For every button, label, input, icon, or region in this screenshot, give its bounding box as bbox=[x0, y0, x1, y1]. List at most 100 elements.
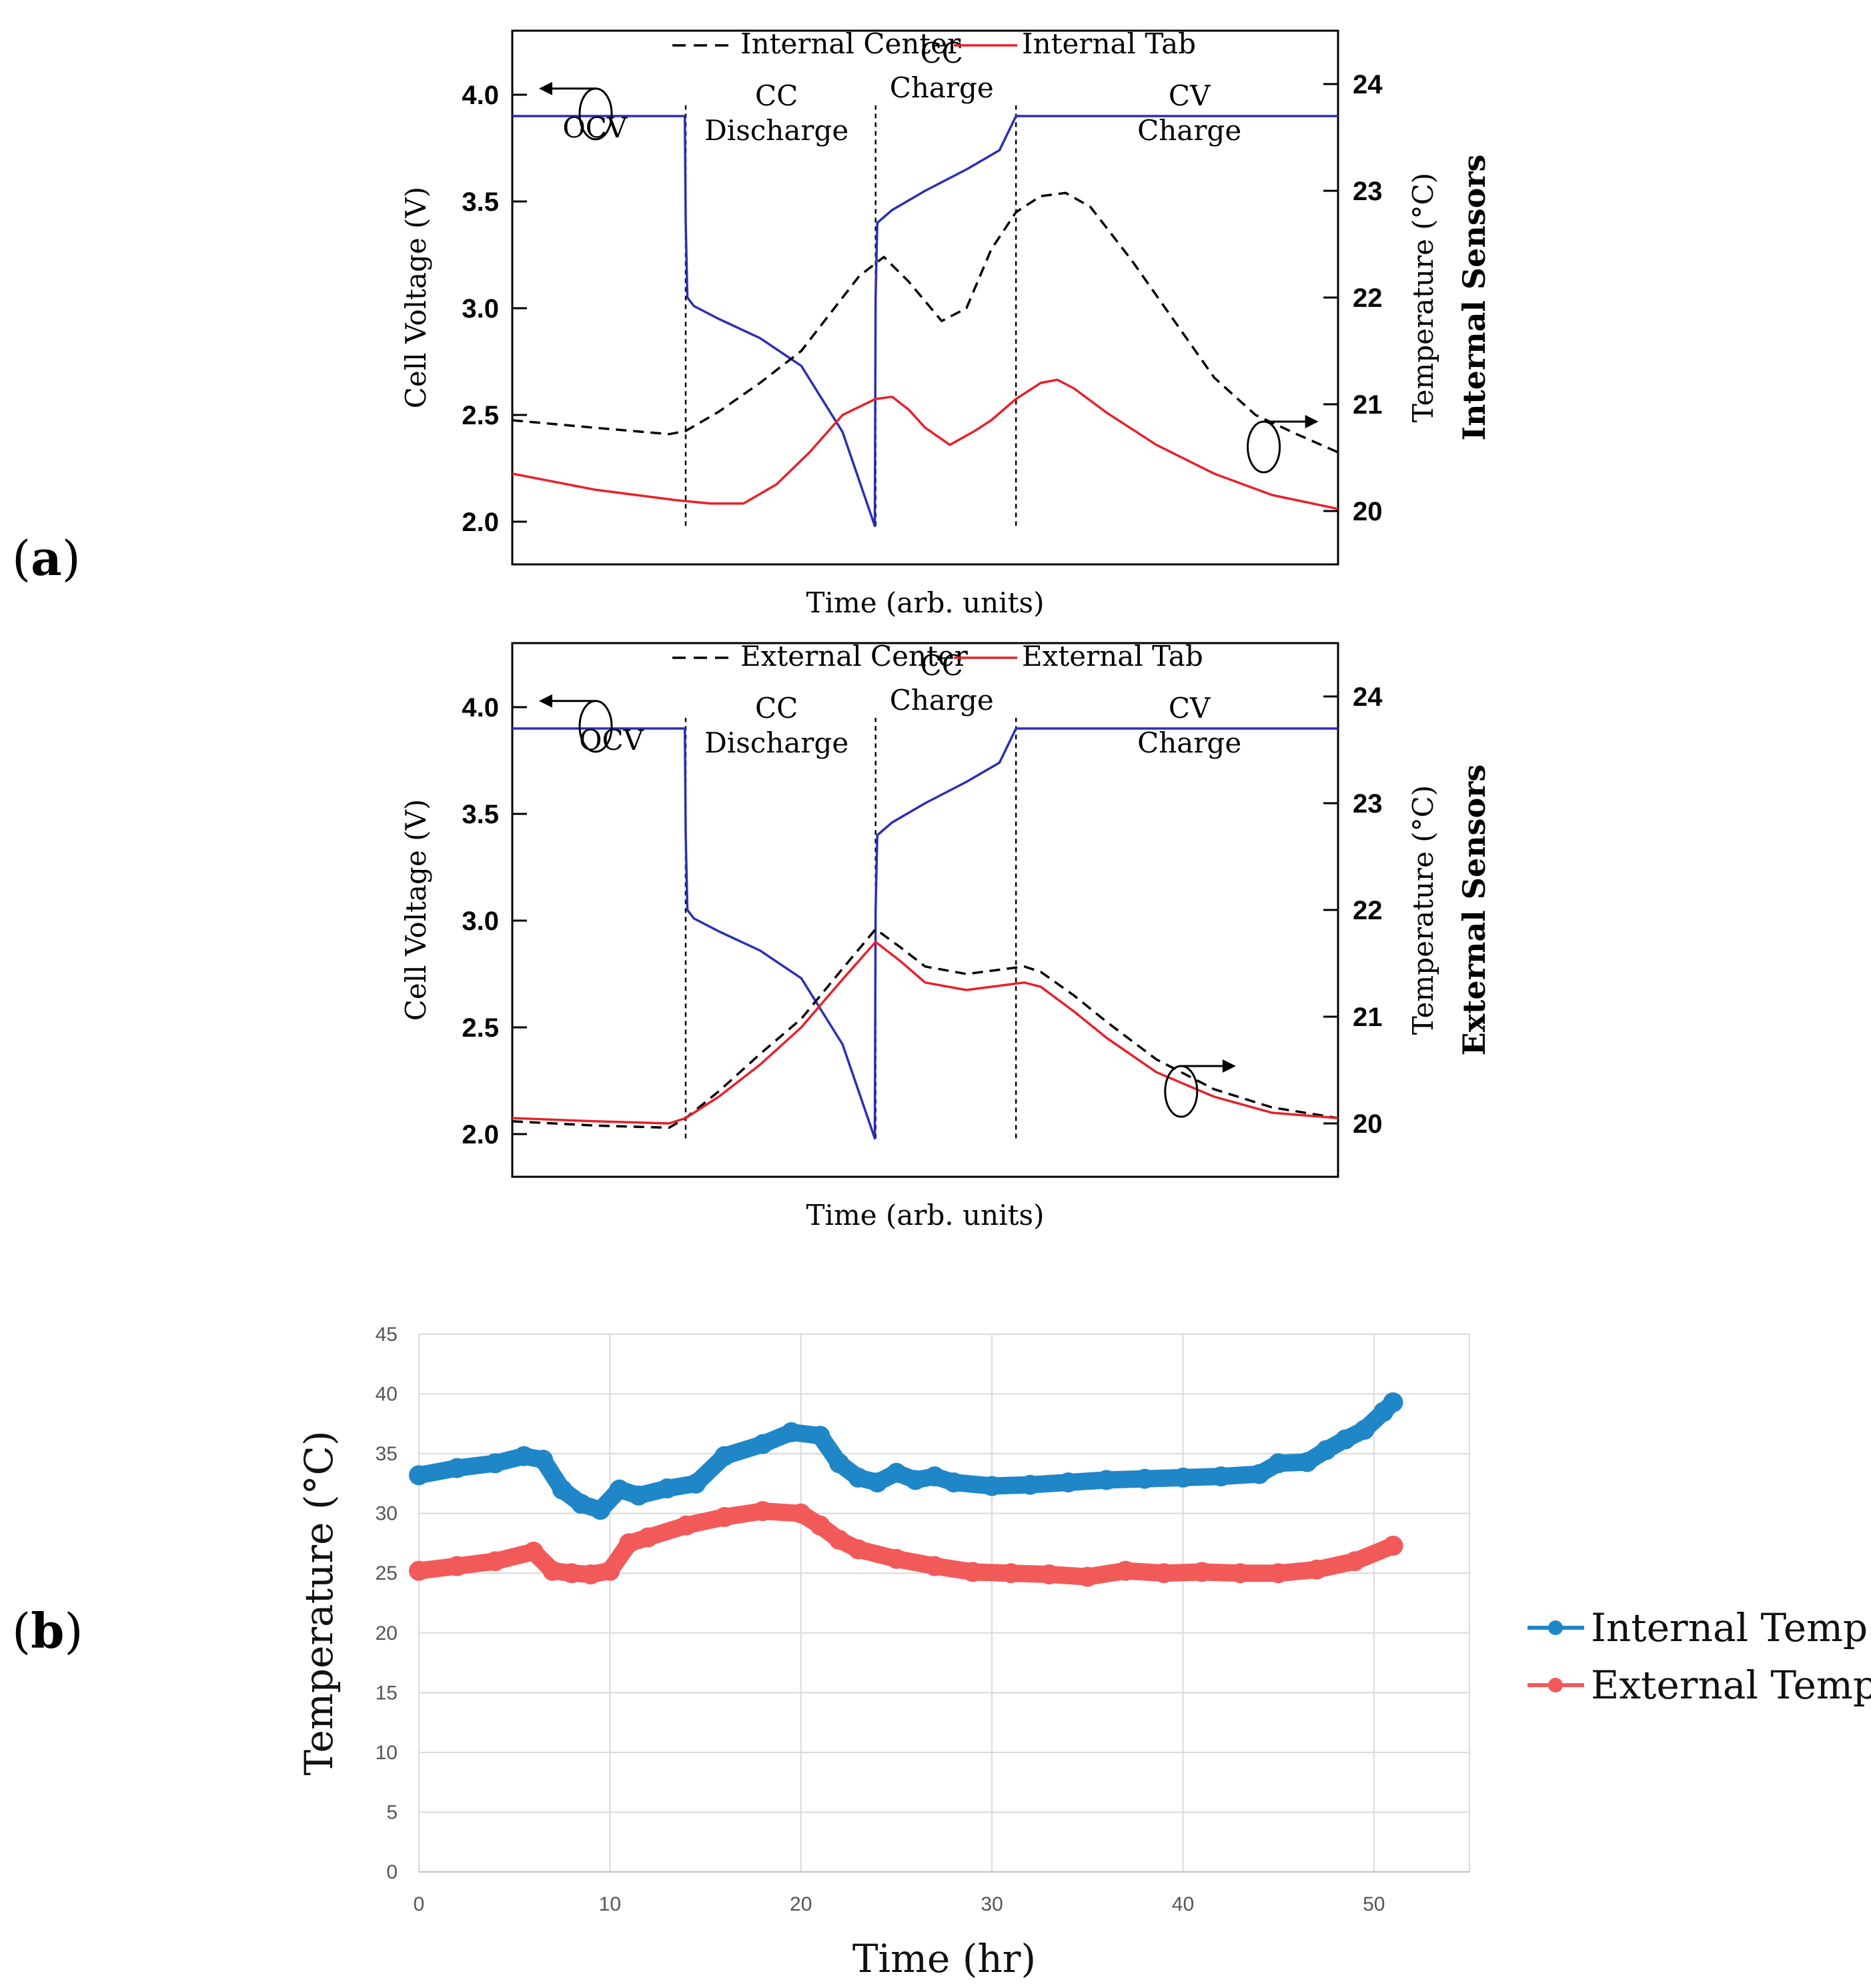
left-tick-label-0: 2.0 bbox=[462, 508, 499, 537]
data-point-internal-temp--7 bbox=[590, 1500, 610, 1520]
series-line-internal-tab bbox=[512, 378, 1339, 510]
legend-label-0: Internal Center bbox=[740, 27, 961, 60]
data-point-internal-temp--19 bbox=[886, 1462, 906, 1483]
left-tick-label-2: 3.0 bbox=[462, 294, 499, 324]
right-tick-label-2: 22 bbox=[1353, 284, 1383, 313]
data-point-external-temp--7 bbox=[600, 1560, 620, 1581]
y-tick-label-2: 10 bbox=[376, 1742, 398, 1764]
data-point-internal-temp--0 bbox=[409, 1465, 429, 1486]
y-tick-label-0: 0 bbox=[386, 1861, 398, 1883]
data-point-external-temp--20 bbox=[1001, 1563, 1021, 1584]
data-point-internal-temp--27 bbox=[1135, 1468, 1155, 1489]
data-point-internal-temp--9 bbox=[628, 1485, 649, 1506]
chart-external-sensors: 2.02.53.03.54.02021222324OCVCCDischargeC… bbox=[400, 640, 1492, 1231]
data-point-external-temp--26 bbox=[1230, 1563, 1251, 1584]
data-point-external-temp--21 bbox=[1039, 1564, 1059, 1584]
chart-internal-sensors: 2.02.53.03.54.02021222324OCVCCDischargeC… bbox=[400, 27, 1492, 619]
right-tick-label-1: 21 bbox=[1353, 1003, 1383, 1032]
left-tick-label-3: 3.5 bbox=[462, 800, 499, 829]
data-point-internal-temp--8 bbox=[609, 1479, 630, 1500]
region-label-3-1: Charge bbox=[1137, 726, 1241, 759]
right-tick-label-1: 21 bbox=[1353, 390, 1383, 420]
data-point-internal-temp--26 bbox=[1096, 1470, 1117, 1490]
legend: External Center External Tab bbox=[672, 640, 1203, 672]
x-tick-label-5: 50 bbox=[1363, 1893, 1385, 1915]
legend-label-1: External Tab bbox=[1022, 640, 1203, 672]
y-axis-title: Temperature (°C) bbox=[296, 1430, 342, 1775]
data-point-external-temp--2 bbox=[485, 1551, 506, 1572]
region-label-3-0: CV bbox=[1169, 692, 1211, 724]
data-point-internal-temp--25 bbox=[1058, 1472, 1079, 1493]
left-tick-label-4: 4.0 bbox=[462, 81, 499, 110]
legend-label-1: External Temp. bbox=[1591, 1662, 1871, 1708]
data-point-external-temp--1 bbox=[447, 1556, 468, 1576]
series-line-cell-voltage bbox=[512, 115, 1338, 528]
chart-temperature-vs-time: 0 5 10 15 20 25 30 35 40 45 0 10 20 30 40 50 Time (hr) Te… bbox=[296, 1324, 1871, 1981]
x-tick-label-4: 40 bbox=[1172, 1893, 1194, 1915]
left-tick-label-2: 3.0 bbox=[462, 907, 499, 936]
right-tick-label-4: 24 bbox=[1353, 682, 1383, 712]
y-tick-label-8: 40 bbox=[376, 1384, 398, 1406]
x-tick-label-1: 10 bbox=[599, 1893, 621, 1915]
legend-swatch-marker-1 bbox=[1548, 1678, 1563, 1692]
data-point-external-temp--9 bbox=[638, 1527, 658, 1548]
left-tick-label-4: 4.0 bbox=[462, 693, 499, 722]
panel-label-b: (b) bbox=[12, 1602, 83, 1659]
temperature-indicator-arrowhead bbox=[1222, 1059, 1236, 1073]
legend-label-1: Internal Tab bbox=[1022, 27, 1196, 60]
data-point-internal-temp--13 bbox=[752, 1434, 773, 1454]
y-left-axis-title: Cell Voltage (V) bbox=[400, 187, 432, 409]
panel-label-b-letter: b bbox=[31, 1602, 64, 1659]
data-point-internal-temp--37 bbox=[1383, 1392, 1403, 1413]
left-tick-label-1: 2.5 bbox=[462, 401, 499, 430]
voltage-indicator-arrowhead bbox=[539, 694, 552, 708]
data-point-external-temp--16 bbox=[848, 1539, 868, 1560]
legend-label-0: External Center bbox=[740, 640, 969, 672]
legend-label-0: Internal Temp. bbox=[1591, 1605, 1871, 1650]
right-tick-label-2: 22 bbox=[1353, 896, 1383, 925]
left-tick-label-1: 2.5 bbox=[462, 1013, 499, 1043]
region-label-2-0: CC bbox=[920, 37, 963, 69]
panel-label-a-letter: a bbox=[31, 530, 62, 586]
y-tick-label-7: 35 bbox=[376, 1443, 398, 1465]
data-point-external-temp--0 bbox=[409, 1560, 429, 1581]
voltage-axis-indicator bbox=[539, 81, 613, 141]
data-point-internal-temp--6 bbox=[571, 1494, 592, 1514]
y-left-axis-title: Cell Voltage (V) bbox=[400, 799, 432, 1021]
data-point-internal-temp--16 bbox=[829, 1453, 849, 1474]
data-point-internal-temp--35 bbox=[1354, 1420, 1375, 1440]
data-point-internal-temp--31 bbox=[1268, 1453, 1289, 1474]
temperature-axis-indicator bbox=[1247, 415, 1319, 474]
y-tick-label-5: 25 bbox=[376, 1562, 398, 1584]
data-point-external-temp--22 bbox=[1077, 1566, 1098, 1587]
temperature-indicator-arrowhead bbox=[1305, 415, 1319, 428]
data-point-internal-temp--12 bbox=[714, 1446, 735, 1466]
data-point-external-temp--28 bbox=[1306, 1559, 1327, 1580]
left-tick-label-3: 3.5 bbox=[462, 187, 499, 217]
data-point-external-temp--8 bbox=[619, 1533, 639, 1554]
data-point-internal-temp--21 bbox=[924, 1466, 945, 1487]
y-tick-label-4: 20 bbox=[376, 1622, 398, 1644]
right-tick-label-3: 23 bbox=[1353, 789, 1383, 819]
data-point-external-temp--15 bbox=[829, 1530, 849, 1550]
data-point-external-temp--11 bbox=[714, 1507, 735, 1527]
data-point-external-temp--27 bbox=[1268, 1563, 1289, 1584]
plot-frame bbox=[511, 29, 1339, 566]
right-tick-label-4: 24 bbox=[1353, 70, 1383, 99]
region-label-1-0: CC bbox=[755, 692, 798, 724]
left-tick-label-0: 2.0 bbox=[462, 1120, 499, 1149]
panel-label-a: (a) bbox=[12, 530, 81, 586]
data-point-external-temp--3 bbox=[523, 1542, 544, 1562]
x-axis-title: Time (hr) bbox=[852, 1936, 1036, 1981]
data-point-internal-temp--14 bbox=[781, 1422, 802, 1442]
side-title: External Sensors bbox=[1456, 765, 1492, 1056]
data-point-external-temp--17 bbox=[886, 1548, 906, 1569]
series-line-internal-center bbox=[512, 191, 1339, 454]
region-label-2-1: Charge bbox=[890, 684, 994, 716]
data-point-internal-temp--28 bbox=[1173, 1467, 1193, 1488]
data-point-external-temp--19 bbox=[963, 1562, 983, 1582]
y-right-axis-title: Temperature (°C) bbox=[1407, 173, 1439, 422]
data-point-external-temp--14 bbox=[810, 1515, 830, 1536]
data-point-internal-temp--4 bbox=[533, 1450, 554, 1470]
data-point-internal-temp--24 bbox=[1020, 1474, 1041, 1495]
